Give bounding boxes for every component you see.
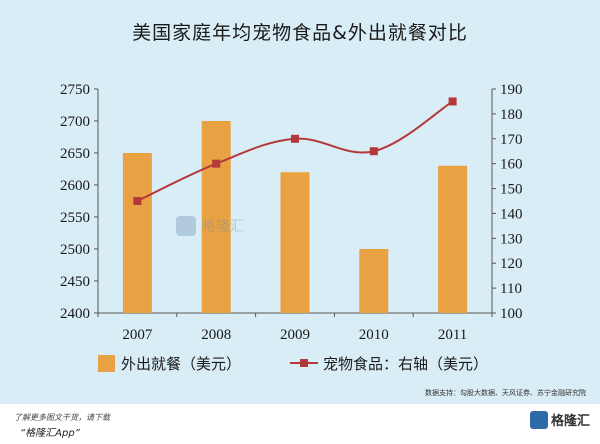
legend-line-label: 宠物食品：右轴（美元） [323,355,488,373]
right-tick-label: 100 [500,306,523,322]
right-tick-label: 180 [500,107,523,123]
bar [122,153,152,313]
legend-line-marker [300,359,308,367]
bar [359,249,389,313]
data-source: 数据支持：勾股大数据、天风证券、苏宁金融研究院 [425,389,586,397]
footer-promo-line: 了解更多图文干货，请下载 [14,413,110,422]
right-tick-label: 140 [500,206,523,222]
footer-logo: 格隆汇 [529,410,590,429]
left-tick-label: 2650 [60,146,90,162]
legend-bar-swatch [98,355,115,372]
right-tick-label: 130 [500,231,523,247]
line-point [291,134,299,143]
brand-logo-icon [529,410,548,429]
line-point [212,159,221,168]
right-tick-label: 110 [500,281,522,297]
bar [280,172,310,313]
x-tick-label: 2009 [280,327,310,343]
left-tick-label: 2500 [60,242,90,258]
chart: 2400 2450 2500 2550 2600 2650 2700 2750 100 110 12… [60,82,523,373]
footer-app-name: “格隆汇App” [20,428,80,439]
right-tick-label: 160 [500,157,523,173]
x-tick-label: 2008 [201,327,231,343]
watermark-text: 格隆汇 [202,219,244,235]
footer-logo-text: 格隆汇 [550,414,590,429]
right-tick-label: 120 [500,256,523,272]
x-tick-label: 2007 [122,327,153,343]
left-tick-label: 2450 [60,274,90,290]
line-point [448,97,457,106]
right-tick-label: 170 [500,132,523,148]
line-point [133,197,142,205]
watermark: 格隆汇 [176,216,244,236]
right-tick-label: 190 [500,82,523,98]
bar [201,121,231,313]
left-tick-label: 2700 [60,114,90,130]
line-point [369,147,378,156]
left-tick-label: 2600 [60,178,90,194]
bar [438,165,468,313]
chart-title: 美国家庭年均宠物食品&外出就餐对比 [132,22,468,44]
left-tick-label: 2400 [60,306,90,322]
legend-bar-label: 外出就餐（美元） [121,355,241,373]
left-tick-label: 2750 [60,82,90,98]
x-tick-label: 2011 [438,327,467,343]
left-tick-label: 2550 [60,210,90,226]
watermark-logo-icon [176,216,196,236]
x-tick-label: 2010 [359,327,389,343]
right-tick-label: 150 [500,182,523,198]
